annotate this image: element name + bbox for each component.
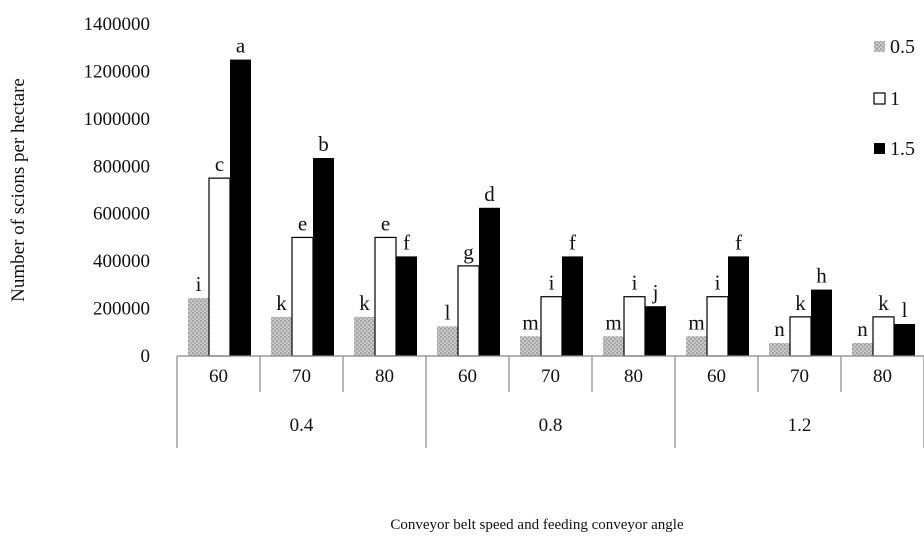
significance-label: l [445, 300, 451, 324]
bar-series-1-cat-4 [540, 296, 563, 357]
y-tick-label: 600000 [93, 204, 150, 225]
bar-series-0-cat-1 [271, 316, 292, 356]
significance-label: b [318, 132, 329, 156]
bar-series-2-cat-0 [230, 59, 251, 356]
bar-series-0-cat-0 [188, 297, 209, 356]
significance-label: i [632, 271, 638, 295]
y-tick-label: 1200000 [84, 61, 151, 82]
significance-label: m [522, 310, 538, 334]
significance-label: i [715, 271, 721, 295]
y-tick-label: 800000 [93, 156, 150, 177]
significance-label: f [403, 230, 410, 254]
bar-series-1-cat-8 [872, 316, 895, 357]
bar-series-1-cat-0 [208, 177, 231, 357]
significance-label: d [484, 182, 495, 206]
bar-series-0-cat-3 [437, 326, 458, 356]
bar-series-1-cat-5 [623, 296, 646, 357]
significance-label: l [902, 298, 908, 322]
legend-label: 1.5 [890, 138, 915, 160]
significance-label: a [236, 34, 246, 58]
bars [188, 59, 915, 357]
bar-series-1-cat-1 [291, 236, 314, 357]
x-axis-table: 60 70 80 60 70 80 60 70 80 0.4 0.8 1.2 [176, 355, 924, 448]
significance-label: f [735, 230, 742, 254]
significance-label: e [298, 211, 307, 235]
bar-series-2-cat-6 [728, 256, 749, 356]
x-group-label: 0.4 [290, 415, 314, 436]
legend-swatch-1 [873, 92, 886, 105]
significance-label: h [816, 264, 827, 288]
legend: 0.5 1 1.5 [873, 36, 915, 160]
x-category-label: 80 [375, 366, 394, 387]
significance-label: i [549, 271, 555, 295]
y-tick-label: 1000000 [84, 109, 151, 130]
bar-series-2-cat-5 [645, 306, 666, 356]
y-tick-label: 1400000 [84, 14, 151, 35]
bar-series-1-cat-2 [374, 236, 397, 357]
y-tick-label: 0 [141, 346, 151, 367]
significance-label: f [569, 230, 576, 254]
bar-series-2-cat-7 [811, 289, 832, 356]
bar-series-2-cat-4 [562, 256, 583, 356]
bar-series-0-cat-4 [520, 336, 541, 356]
x-category-label: 70 [790, 366, 809, 387]
bar-series-0-cat-5 [603, 336, 624, 356]
y-axis-title: Number of scions per hectare [8, 78, 29, 302]
significance-label: k [795, 291, 806, 315]
x-category-label: 60 [707, 366, 726, 387]
significance-label: g [463, 240, 474, 264]
y-axis: 0 200000 400000 600000 800000 1000000 1200000 1… [84, 14, 151, 367]
x-category-label: 70 [292, 366, 311, 387]
bar-series-2-cat-2 [396, 256, 417, 356]
x-group-label: 1.2 [788, 415, 812, 436]
bar-series-0-cat-8 [852, 342, 873, 356]
significance-label: k [359, 291, 370, 315]
x-category-label: 80 [873, 366, 892, 387]
y-tick-label: 400000 [93, 251, 150, 272]
legend-swatch-0 [874, 41, 885, 52]
significance-label: n [774, 317, 785, 341]
significance-label: k [276, 291, 287, 315]
x-group-label: 0.8 [539, 415, 563, 436]
bar-series-2-cat-8 [894, 323, 915, 356]
x-category-label: 60 [209, 366, 228, 387]
legend-label: 0.5 [890, 36, 915, 58]
bar-series-0-cat-6 [686, 336, 707, 356]
significance-label: n [857, 317, 868, 341]
x-category-label: 70 [541, 366, 560, 387]
bar-series-1-cat-7 [789, 316, 812, 357]
bar-series-2-cat-3 [479, 207, 500, 356]
significance-label: k [878, 291, 889, 315]
bar-series-0-cat-7 [769, 342, 790, 356]
bar-series-2-cat-1 [313, 157, 334, 356]
bar-series-1-cat-6 [706, 296, 729, 357]
significance-label: i [196, 272, 202, 296]
x-category-label: 60 [458, 366, 477, 387]
bar-series-1-cat-3 [457, 265, 480, 357]
y-tick-label: 200000 [93, 299, 150, 320]
significance-label: m [688, 310, 704, 334]
significance-label: c [215, 152, 224, 176]
x-axis-title: Conveyor belt speed and feeding conveyor… [390, 517, 684, 533]
significance-label: j [652, 280, 659, 304]
significance-label: m [605, 310, 621, 334]
significance-label: e [381, 211, 390, 235]
x-category-label: 80 [624, 366, 643, 387]
legend-label: 1 [890, 88, 900, 110]
bar-series-0-cat-2 [354, 316, 375, 356]
legend-swatch-2 [874, 143, 885, 154]
